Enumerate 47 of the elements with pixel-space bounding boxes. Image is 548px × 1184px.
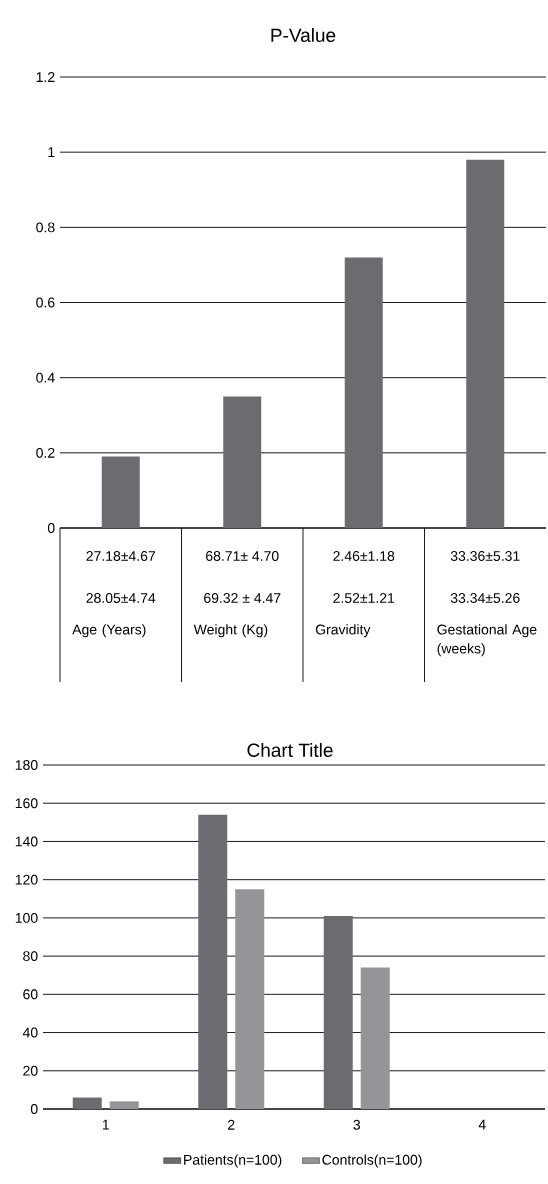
y-tick-label: 40 <box>22 1027 38 1038</box>
y-tick-label: 0 <box>30 1104 38 1114</box>
x-tick-label: 2 <box>228 1119 235 1130</box>
x-tick-label: Age (Years) <box>72 624 146 638</box>
legend-label: Patients(n=100) <box>184 1154 282 1168</box>
y-tick-label: 180 <box>15 760 38 770</box>
x-tick-label: Weight (Kg) <box>193 624 268 638</box>
bar <box>198 814 228 1109</box>
chart-title: P-Value <box>271 28 336 42</box>
y-tick-label: 0.6 <box>36 297 55 308</box>
y-tick-label: 80 <box>23 951 38 962</box>
bar <box>109 1101 139 1109</box>
text: 33.36±5.31 <box>450 551 520 561</box>
x-tick-label: 4 <box>478 1119 486 1130</box>
bar <box>323 915 353 1109</box>
text: 69.32 ± 4.47 <box>204 593 281 603</box>
y-tick-label: 1.2 <box>36 72 55 82</box>
bar <box>344 257 383 529</box>
y-tick-label: 60 <box>23 989 38 1000</box>
chart-title: Chart Title <box>247 743 333 757</box>
text: 27.18±4.67 <box>86 551 156 561</box>
y-tick-label: 0 <box>47 523 55 533</box>
bar <box>360 967 390 1109</box>
bar <box>101 456 140 529</box>
text: 28.05±4.74 <box>86 593 156 603</box>
x-tick-label: 3 <box>353 1119 361 1130</box>
text: 2.46±1.18 <box>333 551 395 561</box>
y-tick-label: 120 <box>15 874 38 885</box>
bar <box>235 889 265 1109</box>
y-tick-label: 0.4 <box>36 372 55 383</box>
bar <box>466 159 505 529</box>
x-tick-label: Gestational Age (weeks) <box>437 624 537 657</box>
y-tick-label: 0.8 <box>36 222 55 233</box>
bar <box>72 1097 102 1109</box>
y-tick-label: 100 <box>15 912 38 923</box>
legend-label: Controls(n=100) <box>322 1154 422 1168</box>
text: 68.71± 4.70 <box>206 551 279 561</box>
y-tick-label: 1 <box>48 147 55 157</box>
x-tick-label: Gravidity <box>315 624 371 638</box>
bar <box>223 396 262 529</box>
x-tick-label: 1 <box>102 1119 109 1130</box>
y-tick-label: 20 <box>23 1065 38 1076</box>
y-tick-label: 140 <box>15 836 38 847</box>
y-tick-label: 0.2 <box>36 447 55 458</box>
text: 33.34±5.26 <box>450 593 520 603</box>
y-tick-label: 160 <box>15 798 38 809</box>
text: 2.52±1.21 <box>333 593 395 603</box>
